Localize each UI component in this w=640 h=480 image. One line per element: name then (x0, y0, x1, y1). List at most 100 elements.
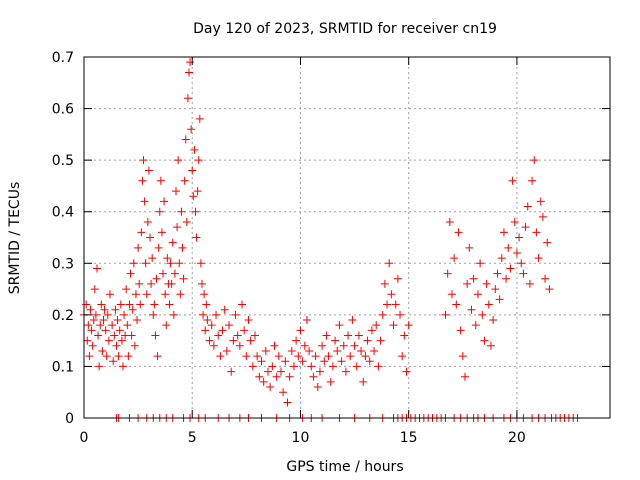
data-point (216, 352, 225, 361)
data-point (190, 145, 199, 154)
data-point (108, 321, 117, 330)
data-point (168, 238, 177, 247)
y-tick-label: 0 (65, 411, 74, 427)
data-point (404, 321, 413, 330)
data-point (445, 218, 454, 227)
data-point (141, 259, 150, 268)
data-point (189, 192, 198, 201)
data-point (376, 336, 385, 345)
data-point (154, 243, 163, 252)
data-point (510, 218, 519, 227)
data-point (506, 264, 515, 273)
data-point (134, 243, 143, 252)
data-point (176, 290, 185, 299)
data-point (89, 316, 98, 325)
data-point (389, 321, 398, 330)
data-point (311, 352, 320, 361)
data-point (233, 331, 242, 340)
data-point (131, 290, 140, 299)
data-point (279, 388, 288, 397)
data-point (95, 362, 104, 371)
data-point (97, 300, 106, 309)
data-point (281, 357, 290, 366)
data-point (235, 341, 244, 350)
data-point (85, 352, 94, 361)
data-point (88, 341, 97, 350)
data-point (495, 295, 504, 304)
axis-ticks: 0 0.1 0.2 0.3 0.4 0.5 0.6 0.7 0 5 10 15 20 (52, 50, 610, 446)
data-point (452, 300, 461, 309)
data-point (203, 316, 212, 325)
data-point (133, 316, 142, 325)
data-point (155, 207, 164, 216)
data-point (482, 279, 491, 288)
data-point (545, 285, 554, 294)
data-point (538, 212, 547, 221)
data-point (352, 362, 361, 371)
data-point (91, 310, 100, 319)
data-point (143, 218, 152, 227)
data-point (227, 367, 236, 376)
data-point (149, 310, 158, 319)
data-point (231, 310, 240, 319)
data-point (101, 326, 110, 335)
data-point (400, 331, 409, 340)
data-point (166, 259, 175, 268)
data-point (305, 346, 314, 355)
data-point (159, 269, 168, 278)
data-point (502, 274, 511, 283)
data-point (197, 279, 206, 288)
data-point (257, 357, 266, 366)
data-point (292, 336, 301, 345)
data-point (142, 290, 151, 299)
data-point (370, 346, 379, 355)
data-point (222, 346, 231, 355)
data-point (486, 341, 495, 350)
data-point (530, 156, 539, 165)
data-point (296, 326, 305, 335)
data-point (94, 331, 103, 340)
data-point (183, 94, 192, 103)
data-point (126, 269, 135, 278)
data-point (489, 316, 498, 325)
data-point (82, 300, 91, 309)
data-point (157, 228, 166, 237)
data-point (519, 269, 528, 278)
data-point (111, 305, 120, 314)
data-point (138, 176, 147, 185)
data-point (463, 279, 472, 288)
data-point (523, 202, 532, 211)
chart-title: Day 120 of 2023, SRMTID for receiver cn1… (193, 21, 497, 37)
data-point (499, 228, 508, 237)
data-point (359, 377, 368, 386)
data-point (181, 135, 190, 144)
data-point (169, 310, 178, 319)
data-point (383, 300, 392, 309)
data-point (125, 300, 134, 309)
data-point (365, 357, 374, 366)
data-point (484, 300, 493, 309)
data-point (367, 326, 376, 335)
data-point (525, 279, 534, 288)
data-point (302, 316, 311, 325)
data-point (122, 285, 131, 294)
data-point (508, 176, 517, 185)
data-point (387, 290, 396, 299)
data-point (363, 336, 372, 345)
data-point (380, 279, 389, 288)
data-point (270, 341, 279, 350)
data-point (117, 336, 126, 345)
data-point (175, 259, 184, 268)
y-tick-label: 0.1 (52, 359, 74, 375)
data-point (83, 336, 92, 345)
data-point (460, 372, 469, 381)
data-point (361, 352, 370, 361)
data-point (240, 326, 249, 335)
data-point (242, 352, 251, 361)
data-point (186, 58, 195, 67)
data-point (443, 269, 452, 278)
data-point (372, 321, 381, 330)
data-point (493, 269, 502, 278)
data-point (161, 290, 170, 299)
data-point (136, 300, 145, 309)
